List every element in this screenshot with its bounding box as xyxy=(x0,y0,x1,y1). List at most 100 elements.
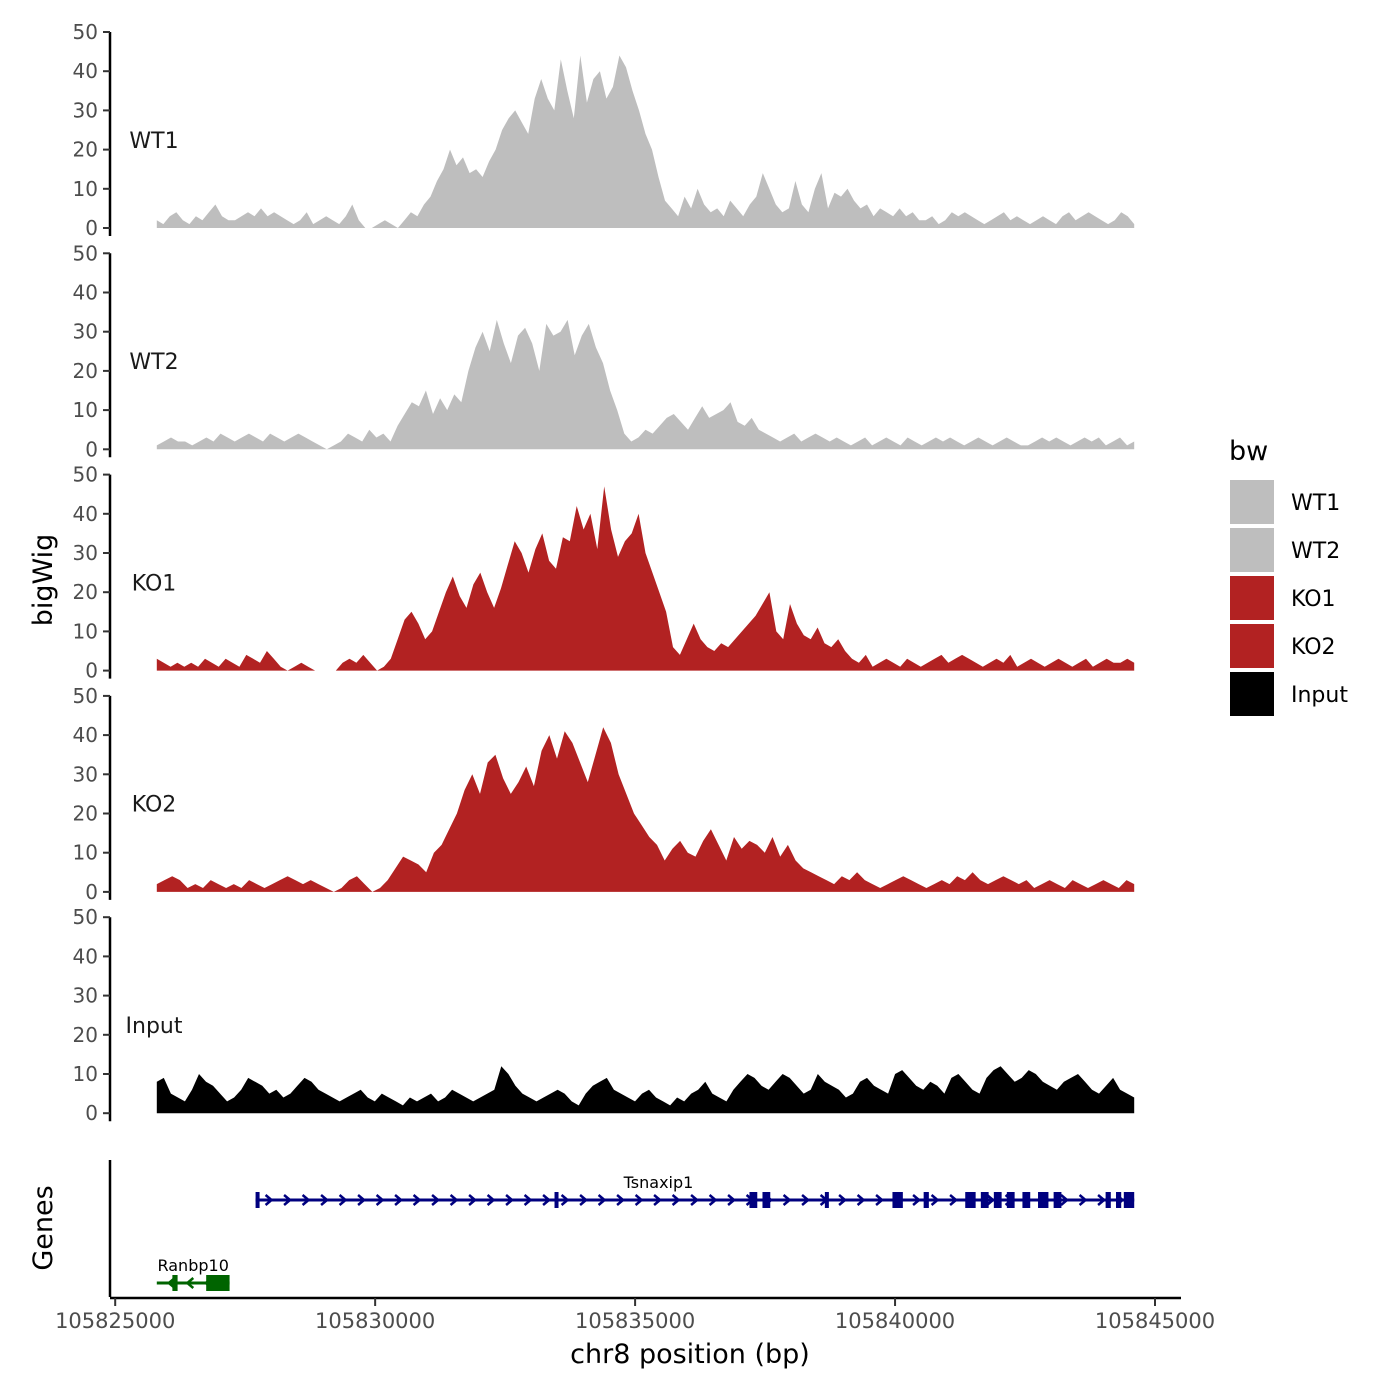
legend-swatch-wt2 xyxy=(1230,528,1274,572)
track-ko2: 0 10 20 30 40 50 KO2 xyxy=(73,684,1135,904)
signal-tracks: 0 10 20 30 40 50 WT1 0 10 20 30 40 50 WT2 0 10 20 30 40 50 K… xyxy=(73,20,1135,1125)
strand-arrow xyxy=(468,1194,478,1206)
y-tick-label: 10 xyxy=(73,177,98,201)
track-label-wt2: WT2 xyxy=(129,350,178,375)
track-label-wt1: WT1 xyxy=(129,129,178,154)
exon xyxy=(980,1192,989,1208)
strand-arrow xyxy=(320,1194,330,1206)
y-tick-label: 50 xyxy=(73,463,98,487)
strand-arrow xyxy=(338,1194,348,1206)
strand-arrow xyxy=(671,1194,681,1206)
track-wt2: 0 10 20 30 40 50 WT2 xyxy=(73,241,1135,461)
strand-arrow xyxy=(690,1194,700,1206)
track-ko1: 0 10 20 30 40 50 KO1 xyxy=(73,463,1135,683)
strand-arrow xyxy=(449,1194,459,1206)
genes-axis-title: Genes xyxy=(28,1185,59,1270)
signal-area-ko1 xyxy=(156,486,1135,671)
strand-arrow xyxy=(301,1194,311,1206)
y-tick-label: 20 xyxy=(73,359,98,383)
exon xyxy=(1022,1192,1031,1208)
signal-area-ko2 xyxy=(156,727,1135,892)
y-tick-label: 0 xyxy=(85,880,98,904)
strand-arrow xyxy=(875,1194,885,1206)
y-tick-label: 10 xyxy=(73,398,98,422)
legend-title: bw xyxy=(1229,436,1268,467)
legend-label-ko2: KO2 xyxy=(1291,635,1336,660)
track-label-ko2: KO2 xyxy=(132,793,177,818)
legend-label-input: Input xyxy=(1291,683,1348,708)
y-axis-title: bigWig xyxy=(28,534,59,627)
track-wt1: 0 10 20 30 40 50 WT1 xyxy=(73,20,1135,240)
gene-track: Tsnaxip1 Ranbp10 xyxy=(108,1160,1135,1297)
y-tick-label: 20 xyxy=(73,802,98,826)
strand-arrow xyxy=(727,1194,737,1206)
exon xyxy=(762,1192,771,1208)
strand-arrow xyxy=(801,1194,811,1206)
gene-tsnaxip1: Tsnaxip1 xyxy=(255,1173,1135,1208)
strand-arrow xyxy=(579,1194,589,1206)
legend-swatch-ko2 xyxy=(1230,624,1274,668)
y-tick-label: 20 xyxy=(73,138,98,162)
signal-area-input xyxy=(156,1066,1135,1114)
y-tick-label: 40 xyxy=(73,502,98,526)
strand-arrow xyxy=(560,1194,570,1206)
y-tick-label: 40 xyxy=(73,723,98,747)
x-tick-label: 105845000 xyxy=(1095,1309,1215,1333)
exon xyxy=(1123,1192,1135,1208)
exon xyxy=(206,1275,230,1291)
y-tick-label: 0 xyxy=(85,437,98,461)
y-tick-label: 0 xyxy=(85,1101,98,1125)
strand-arrow xyxy=(634,1194,644,1206)
legend-label-wt1: WT1 xyxy=(1291,491,1340,516)
strand-arrow xyxy=(653,1194,663,1206)
y-tick-label: 40 xyxy=(73,944,98,968)
strand-arrow xyxy=(357,1194,367,1206)
track-input: 0 10 20 30 40 50 Input xyxy=(73,905,1135,1125)
x-tick-label: 105825000 xyxy=(55,1309,175,1333)
strand-arrow xyxy=(949,1194,959,1206)
exon xyxy=(1116,1192,1122,1208)
y-tick-label: 30 xyxy=(73,762,98,786)
strand-arrow xyxy=(264,1194,274,1206)
y-tick-label: 20 xyxy=(73,1023,98,1047)
gene-label-tsnaxip1: Tsnaxip1 xyxy=(623,1173,694,1192)
track-label-ko1: KO1 xyxy=(132,571,177,596)
legend-swatch-input xyxy=(1230,672,1274,716)
strand-arrow xyxy=(431,1194,441,1206)
y-tick-label: 10 xyxy=(73,841,98,865)
y-tick-label: 40 xyxy=(73,281,98,305)
y-tick-label: 30 xyxy=(73,984,98,1008)
legend-label-wt2: WT2 xyxy=(1291,539,1340,564)
exon xyxy=(1006,1192,1015,1208)
strand-arrow xyxy=(542,1194,552,1206)
strand-arrow xyxy=(185,1277,195,1289)
y-tick-label: 10 xyxy=(73,619,98,643)
strand-arrow xyxy=(523,1194,533,1206)
y-tick-label: 40 xyxy=(73,59,98,83)
strand-arrow xyxy=(912,1194,922,1206)
strand-arrow xyxy=(375,1194,385,1206)
x-tick-label: 105840000 xyxy=(835,1309,955,1333)
strand-arrow xyxy=(1060,1194,1070,1206)
legend-swatch-ko1 xyxy=(1230,576,1274,620)
exon xyxy=(554,1192,559,1208)
signal-area-wt1 xyxy=(156,55,1135,228)
exon xyxy=(172,1275,178,1291)
gene-ranbp10: Ranbp10 xyxy=(156,1256,230,1291)
y-tick-label: 50 xyxy=(73,684,98,708)
signal-area-wt2 xyxy=(156,319,1135,450)
y-tick-label: 30 xyxy=(73,98,98,122)
strand-arrow xyxy=(505,1194,515,1206)
exon xyxy=(923,1192,929,1208)
strand-arrow xyxy=(1078,1194,1088,1206)
y-tick-label: 50 xyxy=(73,241,98,265)
y-tick-label: 0 xyxy=(85,659,98,683)
strand-arrow xyxy=(486,1194,496,1206)
y-tick-label: 50 xyxy=(73,20,98,44)
strand-arrow xyxy=(708,1194,718,1206)
exon xyxy=(255,1192,260,1208)
exon xyxy=(1038,1192,1049,1208)
strand-arrow xyxy=(394,1194,404,1206)
strand-arrow xyxy=(986,1194,996,1206)
